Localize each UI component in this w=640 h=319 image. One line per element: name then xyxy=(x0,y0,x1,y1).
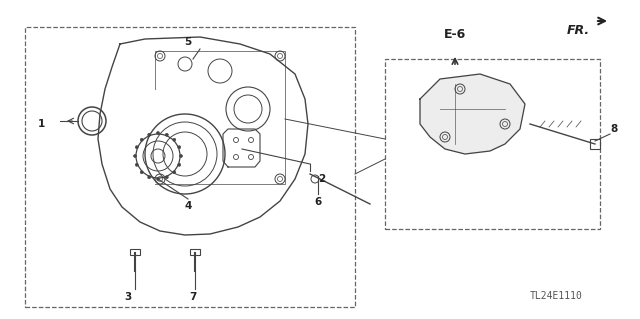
Text: 7: 7 xyxy=(189,292,196,302)
Circle shape xyxy=(179,154,182,158)
Circle shape xyxy=(173,138,176,141)
Circle shape xyxy=(178,146,180,149)
Circle shape xyxy=(165,176,168,179)
Text: 1: 1 xyxy=(38,119,45,129)
Bar xyxy=(25,27,355,307)
Text: 6: 6 xyxy=(314,197,322,207)
Text: 8: 8 xyxy=(610,124,617,134)
Circle shape xyxy=(135,163,138,166)
Text: FR.: FR. xyxy=(567,24,590,37)
Text: 2: 2 xyxy=(318,174,325,184)
Polygon shape xyxy=(420,74,525,154)
Circle shape xyxy=(148,133,150,136)
Circle shape xyxy=(178,163,180,166)
Circle shape xyxy=(140,171,143,174)
Text: TL24E1110: TL24E1110 xyxy=(530,291,583,301)
Text: 3: 3 xyxy=(124,292,132,302)
Circle shape xyxy=(135,146,138,149)
Text: 5: 5 xyxy=(184,37,191,47)
Text: 4: 4 xyxy=(184,201,192,211)
Bar xyxy=(385,59,600,229)
Circle shape xyxy=(173,171,176,174)
Circle shape xyxy=(165,133,168,136)
Circle shape xyxy=(157,131,159,135)
Circle shape xyxy=(134,154,136,158)
Text: E-6: E-6 xyxy=(444,28,466,41)
Circle shape xyxy=(148,176,150,179)
Circle shape xyxy=(140,138,143,141)
Circle shape xyxy=(157,177,159,181)
